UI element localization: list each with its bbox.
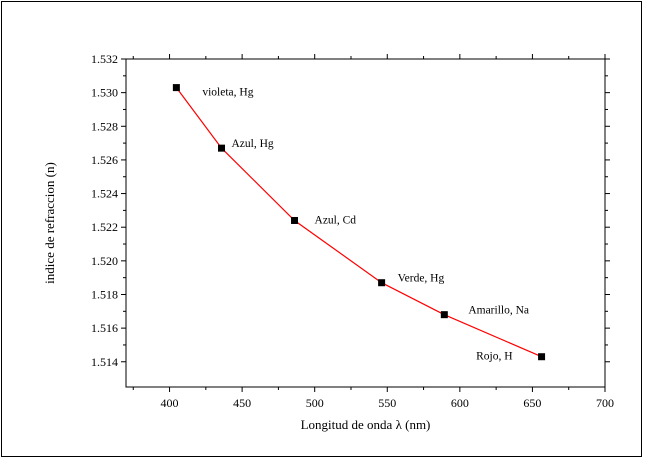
data-point-label: Rojo, H bbox=[476, 351, 512, 363]
data-point-label: Azul, Cd bbox=[315, 214, 357, 226]
series-layer: violeta, Hg Azul, Hg Azul, Cd Verde, Hg Amar… bbox=[172, 84, 546, 363]
plot-area bbox=[125, 58, 606, 388]
x-axis-title: Longitud de onda λ (nm) bbox=[301, 417, 431, 432]
data-point bbox=[378, 279, 386, 287]
x-tick-label: 650 bbox=[523, 396, 541, 410]
y-tick-label: 1.528 bbox=[91, 119, 118, 133]
plot-border bbox=[125, 58, 606, 388]
data-point-label: Verde, Hg bbox=[398, 273, 445, 285]
y-axis-title: indice de refraccion (n) bbox=[42, 162, 57, 284]
x-axis: 400 450 500 550 600 650 700 bbox=[132, 54, 614, 410]
data-point bbox=[218, 144, 226, 152]
x-tick-label: 600 bbox=[451, 396, 469, 410]
series-line bbox=[175, 87, 542, 358]
data-point bbox=[538, 353, 546, 361]
data-point bbox=[172, 84, 180, 92]
data-point-label: Azul, Hg bbox=[232, 138, 274, 150]
x-tick-label: 450 bbox=[233, 396, 251, 410]
y-tick-label: 1.516 bbox=[91, 321, 118, 335]
y-tick-label: 1.526 bbox=[91, 153, 118, 167]
x-tick-label: 400 bbox=[161, 396, 179, 410]
data-point-label: Amarillo, Na bbox=[468, 305, 529, 317]
y-tick-label: 1.530 bbox=[91, 86, 118, 100]
data-point-label: violeta, Hg bbox=[202, 87, 253, 99]
x-tick-label: 700 bbox=[596, 396, 614, 410]
y-tick-label: 1.522 bbox=[91, 220, 118, 234]
y-tick-label: 1.514 bbox=[91, 355, 118, 369]
y-axis: 1.514 1.516 1.518 1.520 1.522 1.524 1.526 1.528… bbox=[91, 52, 610, 369]
y-tick-label: 1.518 bbox=[91, 287, 118, 301]
y-tick-label: 1.520 bbox=[91, 254, 118, 268]
x-tick-label: 550 bbox=[378, 396, 396, 410]
y-tick-label: 1.524 bbox=[91, 187, 118, 201]
y-tick-label: 1.532 bbox=[91, 52, 118, 66]
x-tick-label: 500 bbox=[306, 396, 324, 410]
data-point bbox=[440, 311, 448, 319]
data-point bbox=[291, 216, 299, 224]
